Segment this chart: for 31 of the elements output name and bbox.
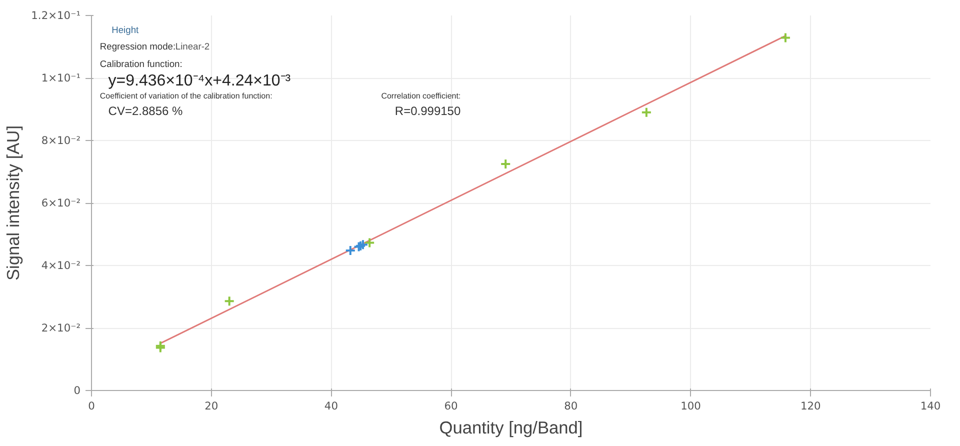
annotation: Height — [112, 25, 140, 36]
annotation: Coefficient of variation of the calibration function: — [100, 92, 272, 101]
y-axis-title: Signal intensity [AU] — [3, 125, 24, 281]
point — [364, 237, 376, 248]
annotation: Linear-2 — [175, 41, 210, 52]
annotation: CV=2.8856 % — [108, 104, 183, 118]
annotation: Correlation coefficient: — [381, 92, 461, 101]
x-tick-label: 140 — [920, 400, 941, 412]
x-tick-label: 0 — [88, 400, 96, 412]
x-tick-label: 120 — [800, 400, 822, 412]
annotation: Regression mode: — [100, 41, 176, 52]
x-tick-label: 40 — [324, 400, 338, 412]
y-tick-label: 8×10⁻² — [41, 134, 81, 147]
x-axis-title: Quantity [ng/Band] — [439, 418, 583, 438]
annotation: R=0.999150 — [394, 104, 461, 118]
y-tick-label: 1×10⁻¹ — [41, 72, 81, 84]
point — [640, 106, 652, 118]
x-tick-label: 80 — [564, 400, 578, 412]
y-tick-label: 6×10⁻² — [41, 196, 81, 210]
y-tick-label: 4×10⁻² — [41, 259, 81, 272]
y-tick-label: 2×10⁻² — [41, 322, 81, 334]
annotation: y=9.436×10⁻⁴x+4.24×10⁻³ — [108, 72, 292, 90]
x-tick-label: 100 — [680, 400, 702, 412]
x-tick-label: 20 — [204, 400, 218, 412]
annotation: Calibration function: — [100, 58, 182, 69]
point — [780, 32, 791, 44]
y-tick-label: 1.2×10⁻¹ — [31, 9, 81, 22]
x-tick-label: 60 — [444, 400, 458, 412]
point — [224, 296, 235, 307]
point — [500, 158, 512, 170]
y-tick-label: 0 — [74, 384, 81, 397]
